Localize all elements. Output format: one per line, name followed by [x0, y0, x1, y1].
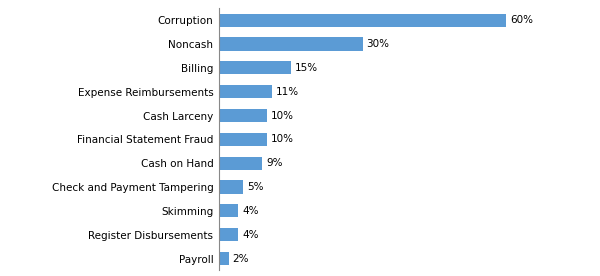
- Bar: [219, 204, 238, 217]
- Text: 10%: 10%: [271, 134, 294, 144]
- Text: 60%: 60%: [511, 15, 533, 25]
- Text: 4%: 4%: [242, 230, 259, 240]
- Text: 15%: 15%: [295, 63, 318, 73]
- Bar: [219, 109, 267, 122]
- Bar: [219, 133, 267, 146]
- Text: 10%: 10%: [271, 111, 294, 121]
- Bar: [219, 38, 363, 51]
- Text: 11%: 11%: [275, 87, 299, 97]
- Text: 5%: 5%: [247, 182, 263, 192]
- Bar: [219, 157, 262, 170]
- Bar: [219, 14, 506, 27]
- Bar: [219, 61, 291, 75]
- Text: 9%: 9%: [266, 158, 283, 168]
- Text: 4%: 4%: [242, 206, 259, 216]
- Bar: [219, 181, 243, 193]
- Text: 2%: 2%: [232, 254, 249, 264]
- Bar: [219, 252, 229, 265]
- Bar: [219, 228, 238, 241]
- Bar: [219, 85, 272, 98]
- Text: 30%: 30%: [367, 39, 389, 49]
